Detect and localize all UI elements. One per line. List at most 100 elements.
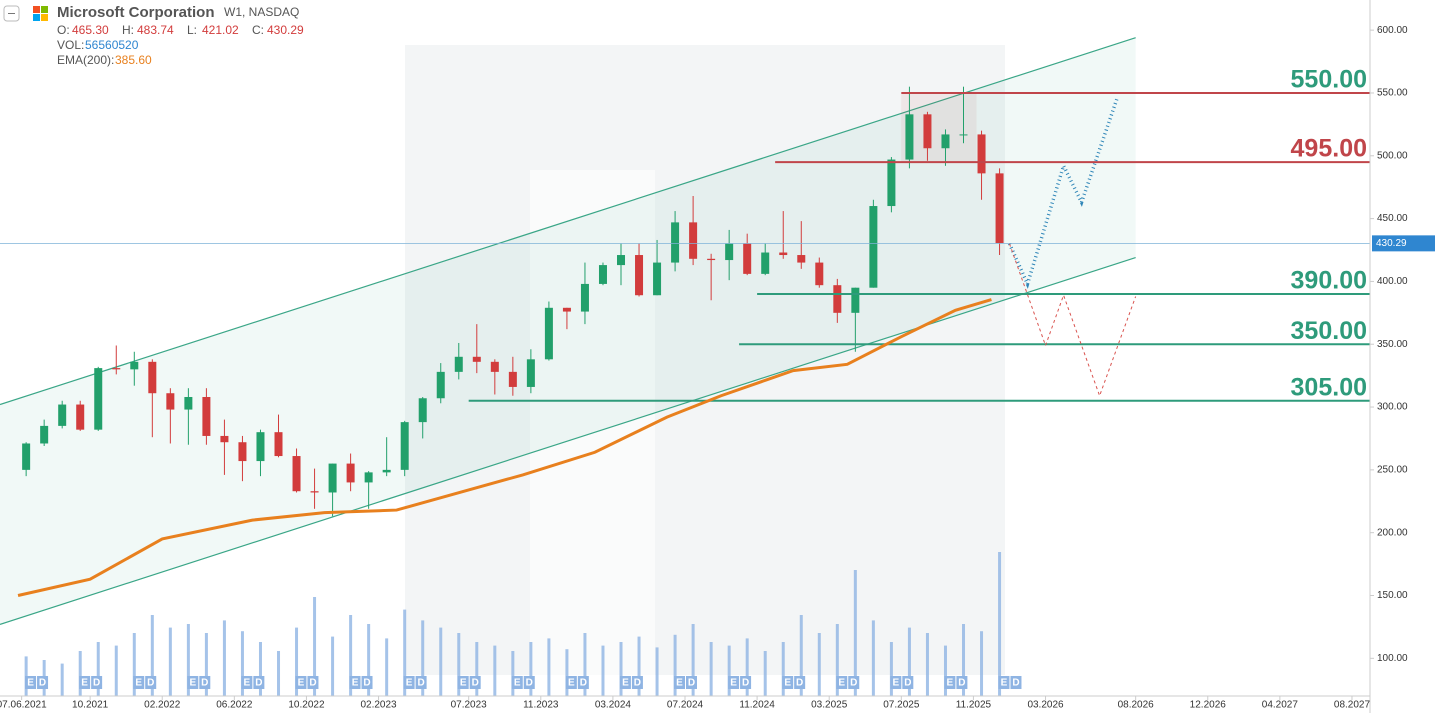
candle-body	[346, 463, 355, 483]
volume-bar	[60, 663, 64, 696]
candle-body	[400, 422, 409, 470]
event-marker	[349, 676, 361, 689]
event-label: D	[742, 678, 749, 689]
volume-bar	[493, 645, 497, 696]
volume-bar	[998, 552, 1002, 696]
event-marker	[998, 676, 1010, 689]
volume-bar	[601, 645, 605, 696]
y-tick-label: 500.00	[1377, 150, 1408, 161]
volume-bar	[150, 615, 154, 696]
candle-body	[617, 255, 626, 266]
event-marker	[1010, 676, 1022, 689]
y-tick-label: 350.00	[1377, 339, 1408, 350]
ema-line	[17, 298, 992, 597]
event-label: E	[947, 678, 954, 689]
candle-body	[544, 307, 553, 360]
candle-body	[869, 206, 878, 288]
x-tick-label: 11.2023	[523, 700, 559, 711]
candle-body	[959, 134, 968, 136]
event-marker	[79, 676, 91, 689]
volume-bar	[349, 615, 353, 696]
volume-bar	[313, 597, 317, 696]
logo	[41, 6, 48, 13]
candle-body	[598, 265, 607, 284]
x-tick-label: 11.2025	[956, 700, 992, 711]
volume-bar	[547, 638, 551, 696]
candle-body	[58, 404, 67, 426]
ohlc-value: 430.29	[267, 23, 304, 37]
candle-body	[779, 252, 788, 256]
volume-bar	[799, 615, 803, 696]
event-marker	[187, 676, 199, 689]
candle-body	[653, 262, 662, 296]
x-tick-label: 08.2027	[1334, 700, 1371, 711]
ohlc-label: H:	[122, 23, 134, 37]
candle-body	[40, 425, 49, 444]
y-tick-label: 600.00	[1377, 25, 1408, 36]
event-marker	[619, 676, 631, 689]
volume-bar	[258, 642, 262, 696]
event-label: D	[796, 678, 803, 689]
candle-body	[220, 435, 229, 443]
logo	[33, 6, 40, 13]
channel-line	[0, 37, 1136, 406]
event-label: E	[784, 678, 791, 689]
level-label: 305.00	[1291, 373, 1367, 401]
event-marker	[91, 676, 103, 689]
candle-body	[526, 359, 535, 387]
x-tick-label: 06.2022	[216, 700, 253, 711]
vol-label: VOL:	[57, 38, 84, 52]
volume-bar	[367, 624, 371, 696]
event-label: D	[1012, 678, 1019, 689]
event-label: D	[363, 678, 370, 689]
event-marker	[457, 676, 469, 689]
x-tick-label: 07.2025	[883, 700, 920, 711]
candle-body	[905, 114, 914, 160]
volume-bar	[457, 633, 461, 696]
candle-body	[328, 463, 337, 493]
volume-bar	[186, 624, 190, 696]
volume-bar	[168, 627, 172, 696]
volume-bar	[980, 631, 984, 696]
event-label: D	[39, 678, 46, 689]
event-label: D	[201, 678, 208, 689]
y-tick-label: 100.00	[1377, 653, 1408, 664]
event-marker	[686, 676, 697, 689]
candle-body	[238, 442, 247, 462]
candle-body	[508, 371, 517, 387]
event-label: E	[189, 678, 196, 689]
event-label: D	[904, 678, 911, 689]
event-marker	[565, 676, 577, 689]
event-marker	[415, 676, 427, 689]
volume-bar	[583, 633, 587, 696]
volume-bar	[132, 633, 136, 696]
volume-bar	[421, 620, 425, 696]
y-tick-label: 150.00	[1377, 590, 1408, 601]
volume-bar	[295, 627, 299, 696]
volume-bar	[637, 636, 641, 696]
volume-bar	[565, 649, 569, 696]
volume-bar	[673, 634, 677, 696]
ema-label: EMA(200):	[57, 53, 114, 67]
vol-value: 56560520	[85, 38, 139, 52]
logo	[41, 14, 48, 21]
event-marker	[25, 676, 37, 689]
event-marker	[253, 676, 265, 689]
x-tick-label: 07.06.2021	[0, 700, 47, 711]
event-label: E	[676, 678, 683, 689]
volume-bar	[727, 645, 731, 696]
candle-body	[454, 356, 463, 372]
event-label: E	[81, 678, 88, 689]
candle-body	[761, 252, 770, 274]
candle-body	[310, 491, 319, 493]
channel-line	[0, 256, 1136, 625]
event-marker	[511, 676, 523, 689]
candle-body	[76, 404, 85, 430]
event-label: E	[460, 678, 467, 689]
event-label: D	[958, 678, 965, 689]
volume-bar	[709, 642, 713, 696]
event-label: E	[892, 678, 899, 689]
event-marker	[728, 676, 740, 689]
event-marker	[133, 676, 145, 689]
